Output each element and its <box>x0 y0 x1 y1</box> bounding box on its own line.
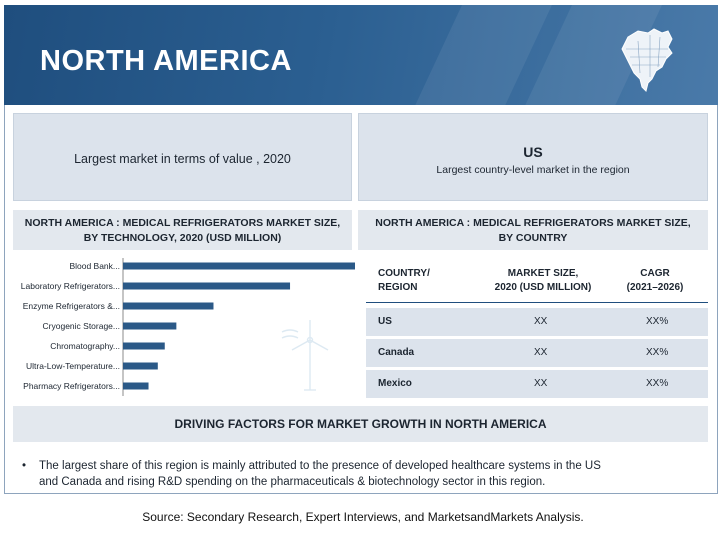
row-market-size: XX <box>534 347 548 358</box>
technology-bar-chart: Blood Bank... Laboratory Refrigerators...… <box>21 258 355 396</box>
driving-factors-header: DRIVING FACTORS FOR MARKET GROWTH IN NOR… <box>13 406 708 442</box>
largest-country-name: US <box>523 144 543 160</box>
row-country: Canada <box>378 347 415 358</box>
bar <box>123 302 214 310</box>
row-cagr: XX% <box>646 378 669 389</box>
row-market-size: XX <box>534 316 548 327</box>
bar <box>123 282 291 290</box>
row-cagr: XX% <box>646 347 669 358</box>
driving-factor-line2: and Canada and rising R&D spending on th… <box>39 476 546 488</box>
chart-panel-title-line1: NORTH AMERICA : MEDICAL REFRIGERATORS MA… <box>24 217 341 229</box>
wind-turbine-watermark <box>281 320 329 391</box>
table-panel-title-line1: NORTH AMERICA : MEDICAL REFRIGERATORS MA… <box>375 217 691 229</box>
chart-panel-title-line2: BY TECHNOLOGY, 2020 (USD MILLION) <box>83 232 282 244</box>
table-panel-title-line2: BY COUNTRY <box>498 232 568 244</box>
region-title: NORTH AMERICA <box>40 45 292 77</box>
category-label: Pharmacy Refrigerators... <box>23 381 120 391</box>
table-row: Canada XX XX% <box>366 339 708 367</box>
row-country: US <box>378 316 392 327</box>
country-table-header: COUNTRY/ REGION MARKET SIZE, 2020 (USD M… <box>366 256 708 303</box>
category-label: Enzyme Refrigerators &... <box>23 301 120 311</box>
bullet-dot: • <box>22 460 27 472</box>
row-cagr: XX% <box>646 316 669 327</box>
largest-country-caption: Largest country-level market in the regi… <box>436 164 630 176</box>
table-panel-header: NORTH AMERICA : MEDICAL REFRIGERATORS MA… <box>358 210 708 250</box>
row-market-size: XX <box>534 378 548 389</box>
category-label: Ultra-Low-Temperature... <box>26 361 120 371</box>
source-note: Source: Secondary Research, Expert Inter… <box>142 510 584 524</box>
header-cagr: CAGR (2021–2026) <box>626 268 684 293</box>
category-label: Cryogenic Storage... <box>43 321 120 331</box>
bar <box>123 382 149 390</box>
row-country: Mexico <box>378 378 412 389</box>
chart-panel-header: NORTH AMERICA : MEDICAL REFRIGERATORS MA… <box>13 210 352 250</box>
header-market-size: MARKET SIZE, 2020 (USD MILLION) <box>494 268 592 293</box>
region-banner: NORTH AMERICA <box>4 5 718 105</box>
driving-factor-line1: The largest share of this region is main… <box>39 460 601 472</box>
bar <box>123 322 177 330</box>
north-america-map-icon <box>621 28 673 92</box>
largest-country-highlight: US Largest country-level market in the r… <box>358 113 708 201</box>
largest-market-highlight: Largest market in terms of value , 2020 <box>13 113 352 201</box>
bar <box>123 362 158 370</box>
category-label: Blood Bank... <box>69 261 120 271</box>
header-country: COUNTRY/ REGION <box>378 268 430 293</box>
table-row: Mexico XX XX% <box>366 370 708 398</box>
category-label: Chromatography... <box>50 341 120 351</box>
largest-market-text: Largest market in terms of value , 2020 <box>74 152 291 166</box>
bar <box>123 342 165 350</box>
category-label: Laboratory Refrigerators... <box>21 281 120 291</box>
bar <box>123 262 355 270</box>
table-row: US XX XX% <box>366 308 708 336</box>
